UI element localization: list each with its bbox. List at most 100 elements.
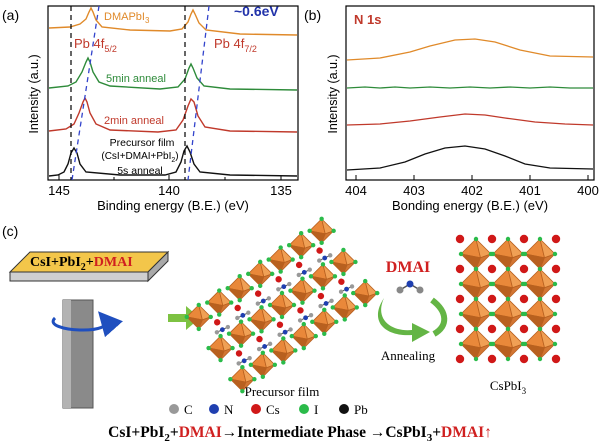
nitrogen-atom: [240, 312, 246, 318]
substrate-side: [147, 250, 169, 283]
iodine-atom: [260, 374, 266, 380]
iodine-atom: [288, 288, 293, 293]
pbi6-octahedron: [286, 230, 316, 260]
iodine-atom: [286, 242, 292, 248]
iodine-atom: [278, 245, 283, 250]
carbon-atom: [277, 332, 282, 337]
cs-atom: [487, 294, 497, 304]
pbi6-octahedron: [288, 276, 317, 305]
molecule-carbon: [416, 286, 424, 294]
pbi6-octahedron: [522, 236, 558, 272]
iodine-atom: [351, 290, 356, 296]
product-lattice: [455, 234, 561, 364]
panel-b-title: N 1s: [354, 12, 381, 27]
iodine-atom: [300, 300, 305, 305]
iodine-atom: [537, 326, 543, 332]
pbi6-octahedron: [490, 266, 526, 302]
cs-atom: [551, 294, 561, 304]
panel-b: (b) N 1s Intensity (a.u.) Bonding energy…: [304, 5, 599, 213]
label-5min: 5min anneal: [106, 73, 166, 85]
iodine-atom: [290, 257, 295, 262]
dmai-molecule: [396, 280, 424, 294]
legend-pb-label: Pb: [354, 402, 368, 417]
pbi6-octahedron: [490, 236, 526, 272]
iodine-atom: [522, 311, 528, 317]
iodine-atom: [301, 321, 306, 327]
panel-b-frame: [345, 5, 595, 181]
precursor-lattice: [184, 216, 380, 394]
iodine-atom: [537, 356, 543, 362]
iodine-atom: [196, 302, 201, 308]
carbon-atom: [266, 296, 272, 301]
pbi6-octahedron: [490, 326, 526, 362]
peak-label-left: Pb 4f5/2: [74, 36, 117, 54]
cs-atom: [235, 350, 243, 357]
iodine-atom: [238, 343, 244, 348]
iodine-atom: [258, 283, 263, 289]
carbon-atom: [308, 312, 314, 318]
pbi6-octahedron: [310, 307, 339, 336]
tick-label: 404: [345, 183, 367, 198]
iodine-atom: [473, 266, 479, 272]
iodine-atom: [505, 236, 511, 242]
tick-label: 401: [519, 183, 541, 198]
cs-atom: [551, 324, 561, 334]
iodine-atom: [289, 333, 294, 339]
iodine-atom: [250, 331, 256, 336]
shift-line-right: [187, 5, 210, 181]
panel-b-xlabel: Bonding energy (B.E.) (eV): [392, 198, 548, 213]
iodine-atom: [458, 341, 464, 347]
iodine-atom: [269, 348, 274, 353]
curve-precursor: [48, 144, 298, 177]
iodine-atom: [458, 251, 464, 257]
pbi6-octahedron: [522, 266, 558, 302]
pbi6-octahedron: [351, 278, 380, 308]
iodine-atom: [490, 281, 496, 287]
cs-atom: [487, 324, 497, 334]
iodine-atom: [522, 341, 528, 347]
carbon-atom: [246, 310, 251, 315]
iodine-atom: [320, 286, 326, 291]
iodine-atom: [281, 336, 286, 341]
label-2min: 2min anneal: [104, 115, 164, 127]
iodine-atom: [310, 319, 315, 324]
pbi6-octahedron: [522, 326, 558, 362]
iodine-atom: [184, 314, 189, 320]
substrate-label: CsI+PbI2+DMAI: [30, 255, 133, 273]
carbon-atom: [338, 289, 344, 294]
iodine-atom: [522, 251, 528, 257]
cs-atom: [487, 264, 497, 274]
iodine-atom: [218, 357, 223, 363]
iodine-atom: [473, 326, 479, 332]
cs-atom: [317, 292, 325, 300]
precursor-label: Precursor film: [245, 384, 320, 399]
iodine-atom: [505, 296, 511, 302]
panel-a: (a) Intensity (a.u.) Binding energy (B.E…: [2, 3, 299, 213]
cs-atom: [487, 354, 497, 364]
iodine-atom: [291, 302, 297, 308]
iodine-atom: [375, 290, 380, 296]
iodine-atom: [505, 326, 511, 332]
cs-atom: [275, 276, 282, 283]
iodine-atom: [308, 274, 314, 279]
iodine-atom: [240, 388, 245, 394]
iodine-atom: [537, 296, 543, 302]
iodine-atom: [298, 230, 304, 236]
iodine-atom: [237, 298, 242, 303]
cs-atom: [297, 307, 304, 314]
iodine-atom: [353, 259, 358, 265]
iodine-atom: [230, 345, 235, 351]
iodine-atom: [363, 302, 368, 308]
pbi6-octahedron: [205, 288, 234, 317]
pbi6-octahedron: [308, 262, 338, 291]
iodine-atom: [226, 331, 232, 336]
cs-atom: [519, 354, 529, 364]
iodine-atom: [208, 314, 213, 320]
iodine-atom: [330, 305, 335, 310]
carbon-atom: [236, 361, 241, 366]
carbon-atom: [297, 318, 303, 323]
panel-a-frame: [47, 5, 299, 181]
carbon-atom: [235, 315, 240, 321]
iodine-atom: [301, 345, 306, 351]
